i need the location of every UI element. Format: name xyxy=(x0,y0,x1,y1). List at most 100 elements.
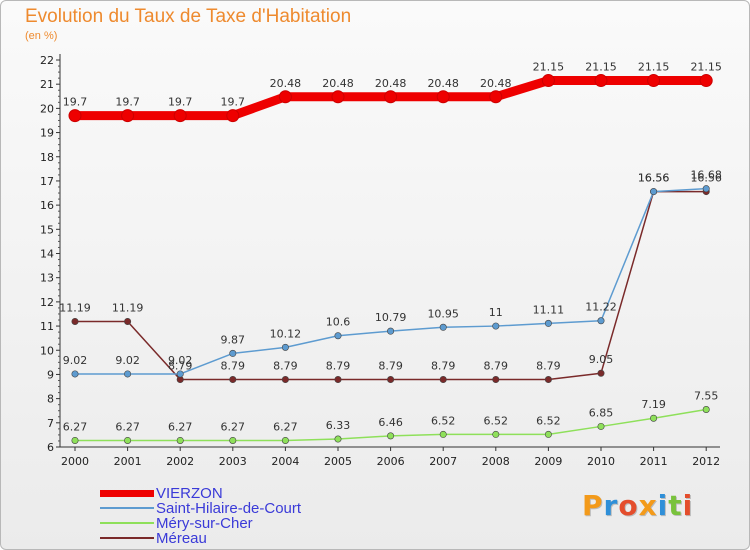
chart-title: Evolution du Taux de Taxe d'Habitation xyxy=(25,6,352,27)
y-tick-label: 7 xyxy=(47,417,54,430)
x-tick-label: 2009 xyxy=(534,455,562,468)
y-tick-label: 13 xyxy=(40,272,54,285)
x-tick-label: 2008 xyxy=(482,455,510,468)
x-tick-label: 2001 xyxy=(114,455,142,468)
data-label: 9.02 xyxy=(168,354,193,367)
data-point xyxy=(439,323,447,331)
data-point xyxy=(597,422,605,430)
data-point xyxy=(489,90,503,104)
data-point xyxy=(173,109,187,123)
data-point xyxy=(281,376,289,384)
data-label: 8.79 xyxy=(431,360,456,373)
data-label: 8.79 xyxy=(168,360,193,373)
legend-item: VIERZON xyxy=(100,484,223,502)
data-label: 21.15 xyxy=(585,61,617,74)
data-point xyxy=(387,376,395,384)
data-label: 16.68 xyxy=(690,169,722,182)
data-label: 6.27 xyxy=(63,420,88,433)
data-label: 6.27 xyxy=(168,420,193,433)
data-label: 6.27 xyxy=(221,420,246,433)
data-label: 10.6 xyxy=(326,316,351,329)
x-tick-label: 2007 xyxy=(429,455,457,468)
data-label: 8.79 xyxy=(484,360,509,373)
x-tick-label: 2006 xyxy=(377,455,405,468)
data-point xyxy=(334,332,342,340)
data-label: 8.79 xyxy=(378,360,403,373)
data-point xyxy=(439,376,447,384)
data-point xyxy=(650,188,658,196)
data-label: 6.33 xyxy=(326,419,351,432)
data-point xyxy=(541,74,555,88)
data-point xyxy=(176,436,184,444)
data-point xyxy=(597,369,605,377)
data-point xyxy=(229,349,237,357)
brand-letter: x xyxy=(638,489,658,522)
data-point xyxy=(331,90,345,104)
data-label: 21.15 xyxy=(638,61,670,74)
legend-item: Méry-sur-Cher xyxy=(100,515,253,532)
data-point xyxy=(544,430,552,438)
data-label: 9.02 xyxy=(115,354,140,367)
data-point xyxy=(71,317,79,325)
series-lines xyxy=(75,76,707,442)
data-label: 20.48 xyxy=(480,77,512,90)
data-label: 9.05 xyxy=(589,353,614,366)
data-label: 8.79 xyxy=(326,360,351,373)
y-tick-label: 17 xyxy=(40,175,54,188)
brand-letter: r xyxy=(603,489,619,522)
data-point xyxy=(436,90,450,104)
legend-swatch xyxy=(100,489,154,497)
legend-item: Méreau xyxy=(100,529,207,547)
data-point xyxy=(121,109,135,123)
data-point xyxy=(278,90,292,104)
data-label: 6.52 xyxy=(536,414,561,427)
brand-letter: P xyxy=(582,489,604,522)
legend-label: Méreau xyxy=(156,529,207,547)
legend-swatch xyxy=(100,507,154,509)
brand-letter: i xyxy=(657,489,669,522)
data-label: 9.87 xyxy=(221,333,246,346)
y-tick-label: 18 xyxy=(40,151,54,164)
data-point xyxy=(699,74,713,88)
data-label: 8.79 xyxy=(273,360,298,373)
y-tick-label: 19 xyxy=(40,127,54,140)
data-label: 20.48 xyxy=(427,77,459,90)
x-tick-label: 2003 xyxy=(219,455,247,468)
data-label: 11.22 xyxy=(585,301,617,314)
data-point xyxy=(492,322,500,330)
data-label: 21.15 xyxy=(533,61,565,74)
y-tick-label: 8 xyxy=(47,393,54,406)
series-line xyxy=(75,190,707,381)
series-points xyxy=(68,74,713,444)
y-tick-label: 14 xyxy=(40,248,54,261)
x-tick-label: 2011 xyxy=(640,455,668,468)
data-point xyxy=(229,436,237,444)
series-line xyxy=(75,187,707,375)
data-label: 16.56 xyxy=(638,172,670,185)
data-label: 19.7 xyxy=(115,96,140,109)
data-point xyxy=(124,370,132,378)
legend-label: VIERZON xyxy=(156,484,223,502)
data-point xyxy=(124,436,132,444)
data-label: 10.95 xyxy=(427,307,459,320)
data-label: 6.46 xyxy=(378,416,403,429)
data-point xyxy=(176,370,184,378)
data-label: 20.48 xyxy=(322,77,354,90)
data-label: 16.56 xyxy=(690,172,722,185)
data-point xyxy=(544,376,552,384)
data-point xyxy=(226,109,240,123)
data-point xyxy=(281,436,289,444)
data-label: 20.48 xyxy=(270,77,302,90)
data-point xyxy=(334,376,342,384)
data-point xyxy=(229,376,237,384)
y-unit-label: (en %) xyxy=(25,30,58,42)
data-label: 11.11 xyxy=(533,303,565,316)
brand-letter: i xyxy=(682,489,694,522)
legend-item: Saint-Hilaire-de-Court xyxy=(100,500,301,517)
data-label: 11.19 xyxy=(112,301,144,314)
data-label: 21.15 xyxy=(690,61,722,74)
y-tick-label: 10 xyxy=(40,344,54,357)
data-label: 20.48 xyxy=(375,77,407,90)
x-tick-label: 2010 xyxy=(587,455,615,468)
